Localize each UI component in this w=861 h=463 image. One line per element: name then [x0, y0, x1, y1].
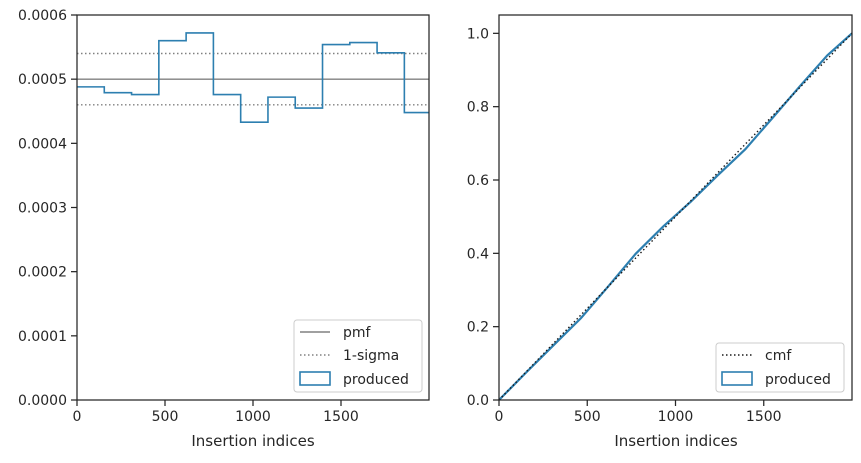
right-chart-panel: 0 500 1000 1500 0.0 0.2 0.4 0.6 0.8 1.0 Insertion… [467, 14, 853, 450]
right-x-tick-label: 1000 [658, 409, 694, 425]
legend-label-pmf: pmf [343, 325, 372, 341]
produced-step-line [77, 32, 429, 123]
legend-swatch-produced [299, 371, 331, 386]
legend-label-1-sigma: 1-sigma [343, 348, 399, 364]
right-y-tick-label: 0.4 [467, 246, 489, 262]
left-y-tick-label: 0.0003 [18, 201, 67, 217]
left-y-tick-label: 0.0002 [18, 265, 67, 281]
right-y-tick-label: 0.2 [467, 320, 489, 336]
left-x-tick-label: 500 [152, 409, 179, 425]
right-legend-box [715, 342, 845, 393]
cmf-line [498, 32, 853, 401]
right-x-axis-label: Insertion indices [614, 432, 737, 450]
left-y-tick-label: 0.0000 [18, 393, 67, 409]
left-legend-box [293, 319, 423, 393]
left-chart-panel: 0 500 1000 1500 0.0000 0.0001 0.0002 0.0003 0.00… [18, 8, 430, 450]
right-legend: cmf produced [715, 342, 845, 393]
right-y-tick-label: 0.8 [467, 100, 489, 116]
left-y-tick-label: 0.0004 [18, 136, 67, 152]
right-axes-frame [498, 14, 853, 401]
right-x-tick-label: 0 [495, 409, 504, 425]
right-x-tick-label: 1500 [746, 409, 782, 425]
legend-swatch-produced-right [721, 371, 753, 386]
left-y-tick-label: 0.0001 [18, 329, 67, 345]
left-x-tick-label: 1000 [235, 409, 271, 425]
left-x-axis-label: Insertion indices [191, 432, 314, 450]
right-y-tick-label: 0.6 [467, 173, 489, 189]
left-y-tick-label: 0.0005 [18, 72, 67, 88]
left-x-tick-label: 1500 [323, 409, 359, 425]
legend-label-cmf: cmf [765, 348, 792, 364]
legend-label-produced-right: produced [765, 372, 831, 388]
left-y-tick-label: 0.0006 [18, 8, 67, 24]
right-x-tick-label: 500 [574, 409, 601, 425]
left-x-tick-label: 0 [73, 409, 82, 425]
legend-label-produced: produced [343, 372, 409, 388]
right-y-tick-label: 1.0 [467, 26, 489, 42]
left-legend: pmf 1-sigma produced [293, 319, 423, 393]
right-y-tick-label: 0.0 [467, 393, 489, 409]
